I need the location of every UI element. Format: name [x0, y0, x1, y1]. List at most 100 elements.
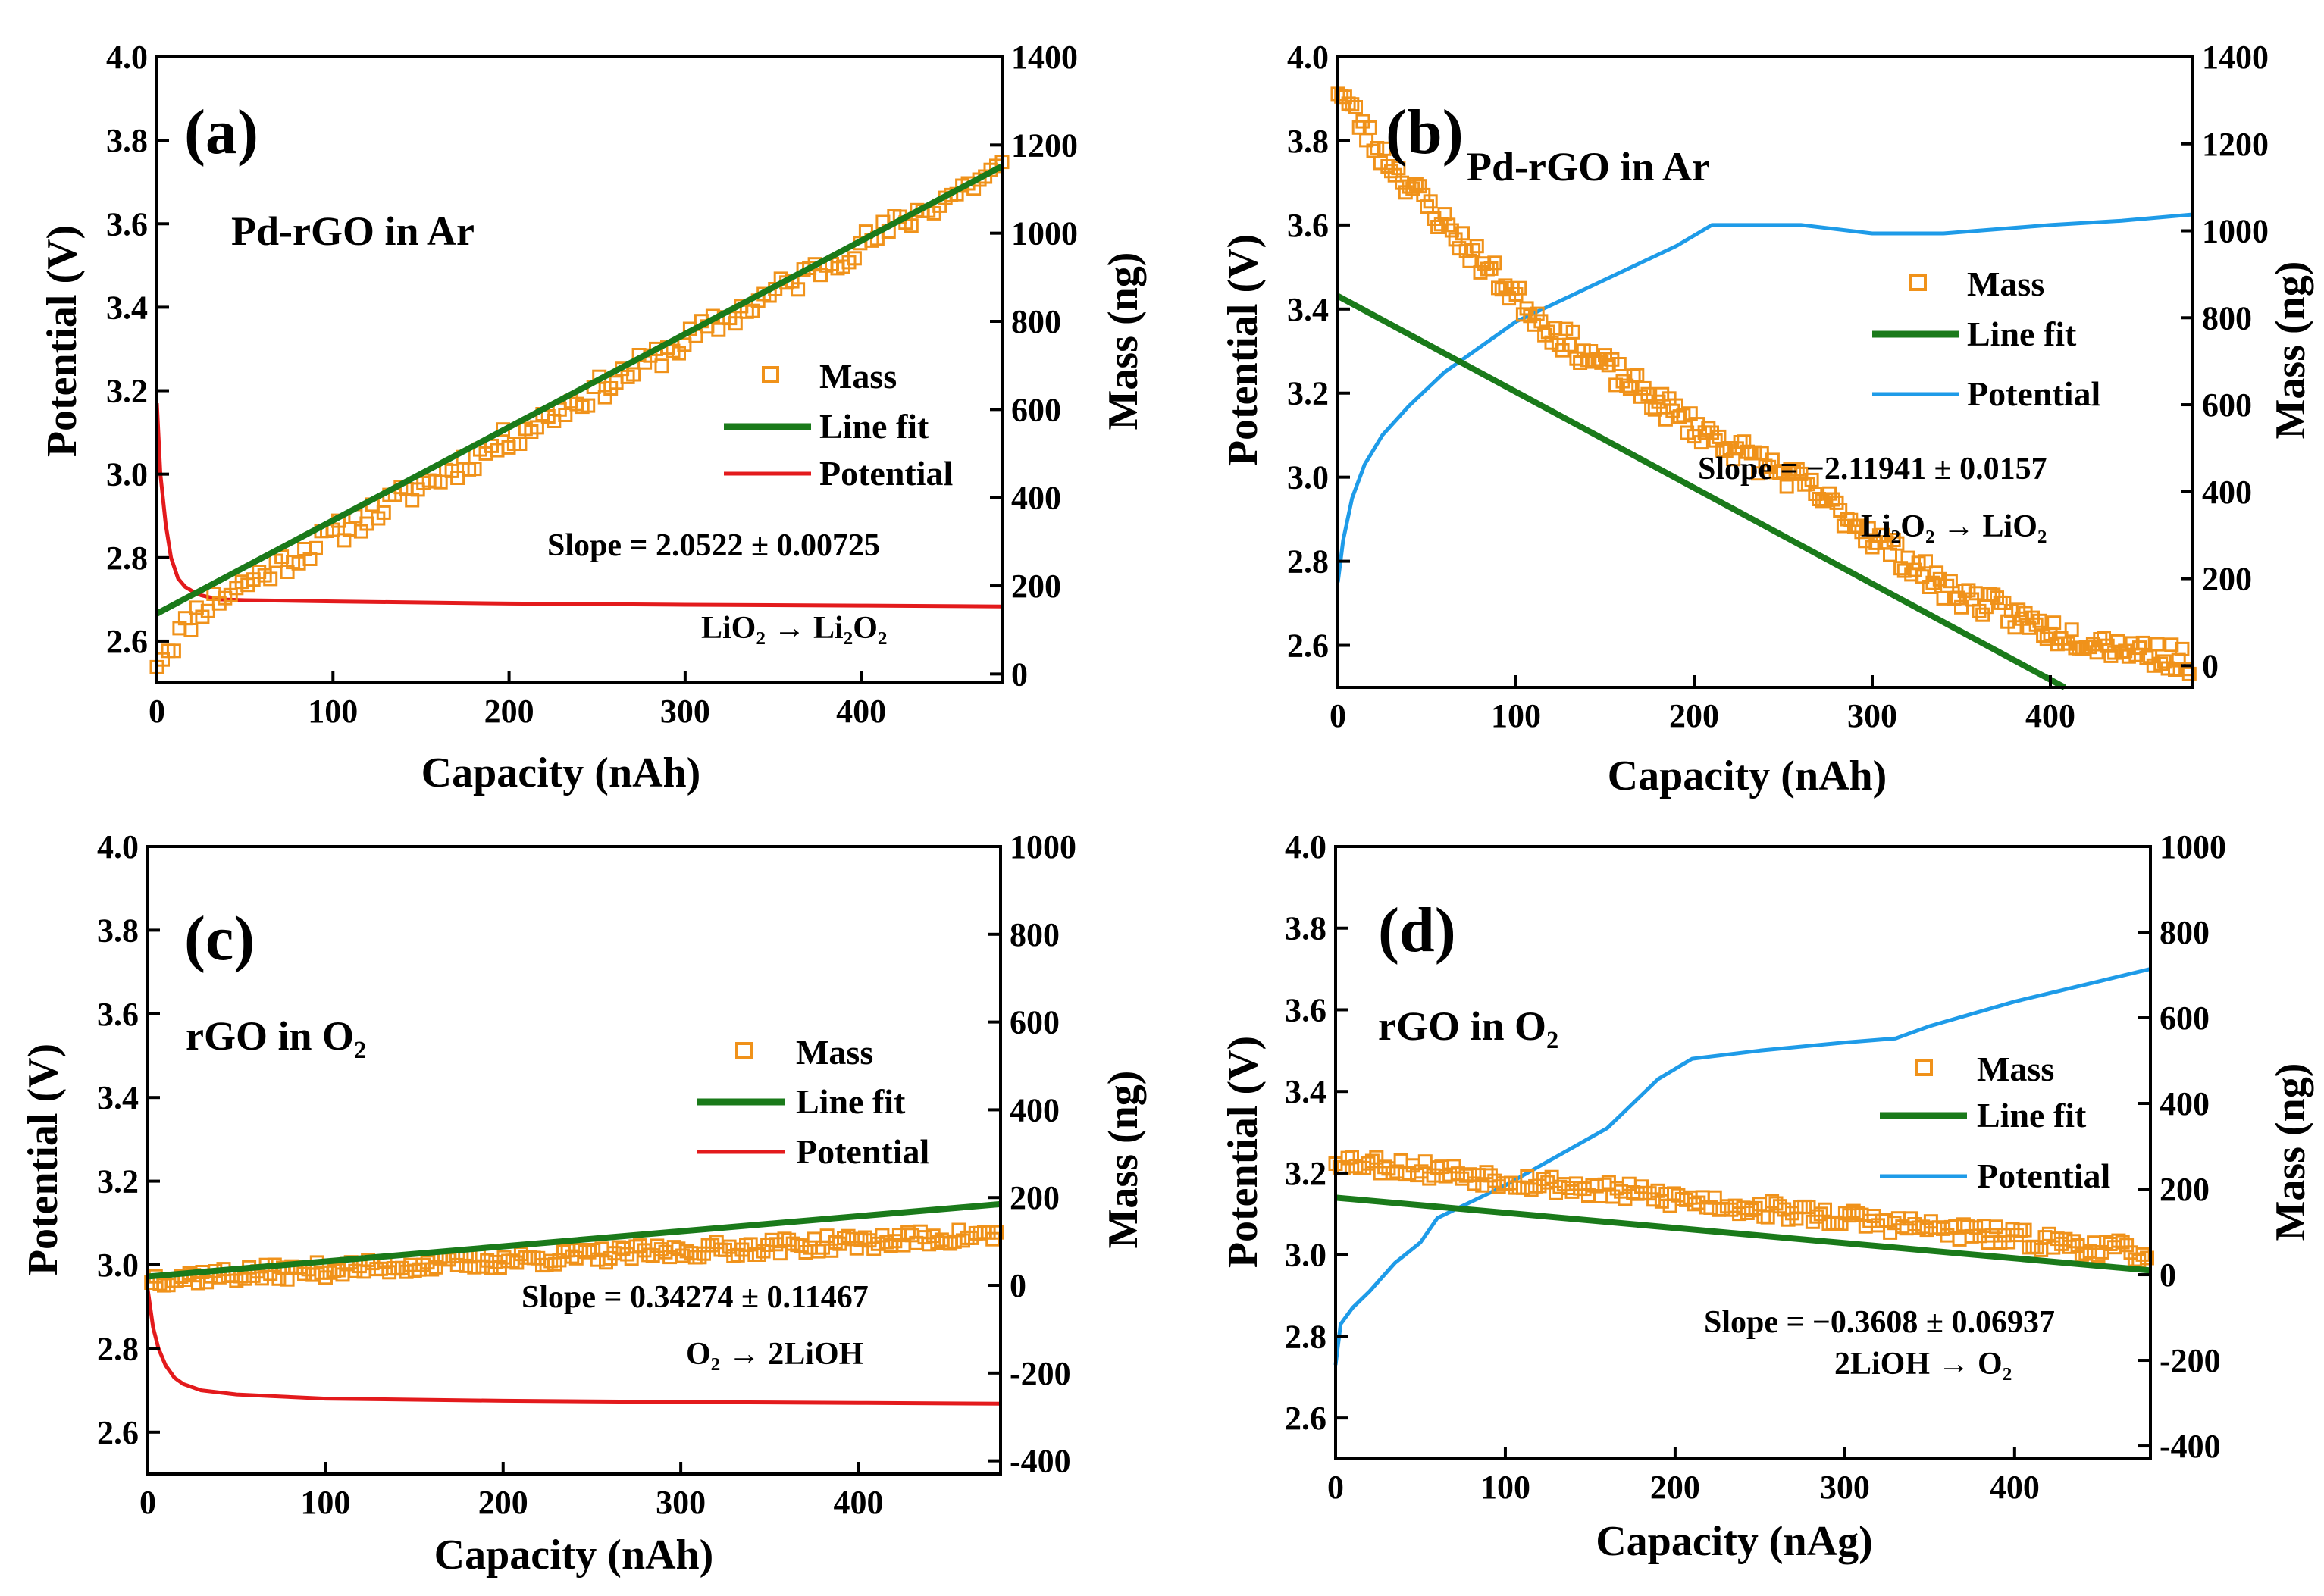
panel-b: 0 100 200 300 400 2.6 2.8 3.0 3.2 3.4 3.6 3.8 4.0 0 20…	[1220, 39, 2314, 800]
panel-a-fit-line	[155, 163, 1004, 617]
panel-c-mass-point	[620, 1247, 635, 1262]
panel-d-y2-tick-label: 800	[2160, 914, 2210, 951]
panel-c-y2-tick-label: -200	[1010, 1355, 1071, 1392]
panel-c-legend-potential: Potential	[796, 1132, 929, 1171]
panel-c-y2-axis-label: Mass (ng)	[1100, 1071, 1147, 1249]
panel-d-potential-line	[1333, 967, 2151, 1366]
panel-a-potential-line	[155, 402, 1003, 609]
panel-d-title: rGO in O₂	[1378, 1003, 1558, 1049]
panel-b-mass-point	[1548, 321, 1563, 336]
panel-a-mass-point	[677, 337, 692, 352]
panel-d-mass-point	[1964, 1228, 1979, 1244]
panel-c-mass-point	[390, 1261, 406, 1276]
panel-c-mass-point	[760, 1238, 775, 1252]
panel-d-mass-point	[1369, 1150, 1384, 1165]
panel-d-mass-point	[1724, 1202, 1739, 1217]
panel-c-mass-point	[705, 1238, 720, 1253]
panel-b-mass-point	[1640, 386, 1655, 402]
panel-b-mass-point	[1954, 599, 1969, 615]
panel-c-mass-point	[526, 1250, 541, 1266]
panel-b-y-tick-label: 2.6	[1287, 627, 1329, 665]
panel-d-legend-mass-marker	[1915, 1059, 1933, 1076]
panel-c-y-tick-label: 3.6	[97, 996, 139, 1033]
panel-b-mass-point	[1348, 100, 1363, 114]
panel-c-mass-point	[816, 1240, 830, 1255]
panel-d-y-tick-label: 3.6	[1285, 991, 1326, 1028]
panel-b-mass-point	[1772, 465, 1787, 480]
panel-c-mass-point	[263, 1266, 278, 1281]
panel-b-mass-point	[1466, 243, 1481, 258]
panel-d-mass-point	[1536, 1172, 1551, 1187]
panel-c-mass-point	[811, 1244, 826, 1259]
panel-c-mass-point	[543, 1253, 559, 1269]
panel-d-mass-point	[2041, 1226, 2056, 1241]
panel-b-y2-tick-label: 0	[2202, 647, 2219, 684]
panel-d-mass-point	[1777, 1202, 1792, 1217]
panel-d-x-tick-label: 100	[1480, 1469, 1530, 1506]
panel-d-slope-annotation: Slope = −0.3608 ± 0.06937	[1704, 1305, 2055, 1340]
panel-c-x-tick-label: 0	[139, 1484, 156, 1521]
panel-c-x-tick-label: 300	[656, 1484, 706, 1521]
panel-c-mass-point	[807, 1231, 822, 1247]
panel-c-mass-point	[989, 1225, 1004, 1240]
panel-a-mass-point	[183, 623, 199, 637]
panel-d-x-tick-label: 0	[1327, 1469, 1344, 1506]
panel-b-mass-point	[1462, 253, 1477, 268]
panel-a-legend: Mass Line fit Potential	[724, 357, 953, 493]
panel-c-y2-tick-label: 800	[1010, 916, 1060, 953]
panel-d-mass-point	[1422, 1171, 1437, 1186]
panel-d-mass-point	[2091, 1248, 2106, 1263]
panel-a-legend-fit: Line fit	[819, 407, 929, 446]
panel-a-y2-tick-label: 400	[1011, 480, 1061, 517]
panel-b-x-tick-label: 400	[2025, 697, 2075, 734]
panel-a-y2-tick-label: 600	[1011, 391, 1061, 428]
panel-d-mass-point	[1818, 1202, 1832, 1217]
panel-b-mass-point	[1651, 394, 1666, 409]
panel-d-mass-point	[1650, 1183, 1665, 1198]
panel-d-mass-point	[1658, 1187, 1674, 1201]
panel-d-y2-tick-label: 600	[2160, 1000, 2210, 1037]
panel-d: 0 100 200 300 400 2.6 2.8 3.0 3.2 3.4 3.6 3.8 4.0 -40…	[1220, 828, 2314, 1565]
panel-b-mass-point	[1647, 402, 1662, 417]
panel-b-mass-point	[2103, 648, 2119, 663]
panel-d-mass-point	[2066, 1234, 2081, 1249]
panel-b-y2-tick-label: 200	[2202, 561, 2252, 598]
panel-d-y2-tick-label: 400	[2160, 1085, 2210, 1122]
panel-c-mass-point	[697, 1246, 711, 1261]
panel-a-marks	[149, 155, 1010, 674]
panel-d-mass-point	[1740, 1206, 1755, 1220]
panel-b-mass-point	[1377, 141, 1392, 156]
panel-d-label: (d)	[1378, 895, 1456, 965]
panel-b-mass-point	[1829, 495, 1844, 510]
panel-b-mass-point	[1712, 429, 1727, 444]
panel-b-mass-point	[1391, 161, 1406, 176]
panel-d-marks	[1328, 967, 2154, 1366]
panel-c-slope-annotation: Slope = 0.34274 ± 0.11467	[521, 1280, 869, 1315]
panel-b-mass-point	[1530, 306, 1545, 321]
panel-b-mass-point	[1790, 462, 1805, 477]
panel-b-x-tick-label: 200	[1669, 697, 1719, 734]
panel-b-y-tick-label: 3.6	[1287, 207, 1329, 244]
panel-c-mass-point	[229, 1273, 244, 1288]
panel-d-mass-point	[1989, 1219, 2003, 1235]
panel-a-y-tick-label: 2.6	[106, 623, 148, 660]
panel-d-y2-tick-label: 1000	[2160, 828, 2226, 865]
panel-c-label: (c)	[184, 903, 255, 974]
panel-d-mass-point	[1381, 1161, 1396, 1176]
panel-b-y-tick-label: 3.8	[1287, 123, 1329, 160]
panel-a-mass-point	[512, 437, 528, 451]
panel-b-potential-line	[1336, 212, 2194, 583]
panel-b-ticks: 0 100 200 300 400 2.6 2.8 3.0 3.2 3.4 3.6 3.8 4.0 0 20…	[1287, 39, 2269, 734]
panel-b-mass-point	[1565, 324, 1580, 340]
panel-d-mass-point	[1969, 1220, 1984, 1235]
panel-b-mass-point	[1423, 194, 1438, 209]
panel-a-label: (a)	[184, 97, 258, 167]
panel-d-mass-point	[2029, 1240, 2044, 1255]
panel-d-y-tick-label: 3.8	[1285, 910, 1326, 947]
panel-b-legend: Mass Line fit Potential	[1872, 264, 2100, 413]
panel-d-legend: Mass Line fit Potential	[1880, 1050, 2110, 1195]
panel-c-y-tick-label: 3.4	[97, 1079, 139, 1116]
panel-d-y-tick-label: 2.8	[1285, 1318, 1326, 1355]
panel-d-mass-point	[1345, 1150, 1359, 1165]
panel-b-mass-point	[1890, 536, 1905, 551]
